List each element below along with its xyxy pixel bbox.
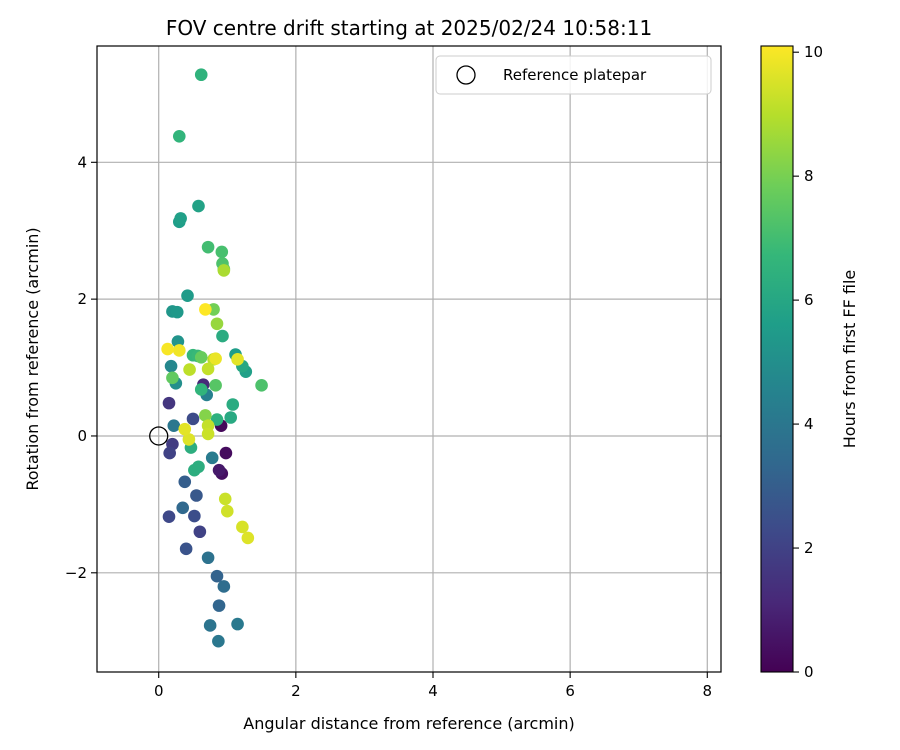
data-point xyxy=(162,510,176,523)
data-point xyxy=(210,413,224,426)
data-point xyxy=(231,617,244,631)
data-point xyxy=(201,362,215,376)
y-axis-ticks: −2 0 2 4 xyxy=(65,153,97,582)
data-point xyxy=(178,475,192,489)
data-point xyxy=(182,433,196,446)
data-point xyxy=(220,504,234,518)
x-tick-label: 2 xyxy=(291,682,301,700)
colorbar-label: Hours from first FF file xyxy=(840,270,859,449)
colorbar-tick-label: 10 xyxy=(804,43,823,61)
data-point xyxy=(205,451,219,465)
data-point xyxy=(219,446,233,460)
chart-title: FOV centre drift starting at 2025/02/24 … xyxy=(166,16,652,40)
data-point xyxy=(226,398,240,411)
y-axis-label: Rotation from reference (arcmin) xyxy=(23,227,42,490)
x-axis-label: Angular distance from reference (arcmin) xyxy=(243,714,574,733)
data-point xyxy=(167,419,181,433)
data-point xyxy=(162,396,176,410)
colorbar-tick-label: 0 xyxy=(804,663,814,681)
legend: Reference platepar xyxy=(435,55,712,95)
data-point xyxy=(186,412,200,426)
data-point xyxy=(209,379,222,392)
x-tick-label: 6 xyxy=(565,682,575,700)
data-point xyxy=(192,199,205,213)
data-point xyxy=(164,359,178,373)
y-tick-label: 4 xyxy=(77,153,87,171)
data-point xyxy=(216,329,229,343)
data-point xyxy=(161,342,174,356)
data-point xyxy=(166,371,179,385)
data-point xyxy=(174,212,187,225)
data-point xyxy=(179,542,193,556)
legend-box xyxy=(435,55,712,95)
x-axis-ticks: 0 2 4 6 8 xyxy=(154,672,712,700)
plot-frame xyxy=(96,45,722,673)
data-point xyxy=(181,289,194,303)
data-point xyxy=(176,501,190,515)
colorbar-tick-label: 6 xyxy=(804,291,814,309)
data-point xyxy=(210,317,224,331)
data-point xyxy=(231,353,244,366)
data-point xyxy=(193,525,207,539)
data-point xyxy=(172,344,186,357)
data-point xyxy=(172,130,186,143)
data-point xyxy=(210,569,224,583)
scatter-points xyxy=(161,68,268,648)
colorbar-tick-label: 4 xyxy=(804,415,814,433)
data-point xyxy=(199,303,212,316)
data-point xyxy=(201,427,215,441)
data-point xyxy=(209,352,222,365)
data-point xyxy=(203,619,217,632)
data-point xyxy=(212,599,226,612)
data-point xyxy=(194,68,208,82)
colorbar-ticks: 0 2 4 6 8 10 xyxy=(793,43,823,681)
data-point xyxy=(183,363,196,376)
x-tick-label: 8 xyxy=(703,682,713,700)
data-point xyxy=(163,446,176,460)
colorbar xyxy=(760,45,794,673)
y-tick-label: 0 xyxy=(77,427,87,445)
data-point xyxy=(218,492,232,506)
y-tick-label: −2 xyxy=(65,564,87,582)
data-point xyxy=(255,379,268,392)
colorbar-tick-label: 8 xyxy=(804,167,814,185)
data-point xyxy=(212,463,226,477)
data-point xyxy=(190,489,203,502)
data-point xyxy=(201,551,215,565)
data-point xyxy=(201,240,215,254)
data-point xyxy=(178,422,192,436)
legend-marker-icon xyxy=(456,65,476,85)
x-tick-label: 0 xyxy=(154,682,164,700)
data-point xyxy=(217,580,231,593)
data-point xyxy=(224,411,238,424)
reference-platepar-marker xyxy=(149,426,169,446)
data-point xyxy=(194,383,208,396)
data-point xyxy=(170,305,184,319)
data-point xyxy=(241,531,255,545)
data-point xyxy=(188,509,201,523)
data-point xyxy=(236,520,249,534)
legend-label: Reference platepar xyxy=(503,66,647,84)
data-point xyxy=(194,350,208,364)
x-tick-label: 4 xyxy=(428,682,438,700)
data-point xyxy=(215,245,229,259)
data-point xyxy=(212,634,225,648)
y-tick-label: 2 xyxy=(77,290,87,308)
grid-lines xyxy=(97,46,721,672)
data-point xyxy=(199,409,212,422)
colorbar-tick-label: 2 xyxy=(804,539,814,557)
data-point xyxy=(217,264,231,277)
data-point xyxy=(192,460,205,474)
